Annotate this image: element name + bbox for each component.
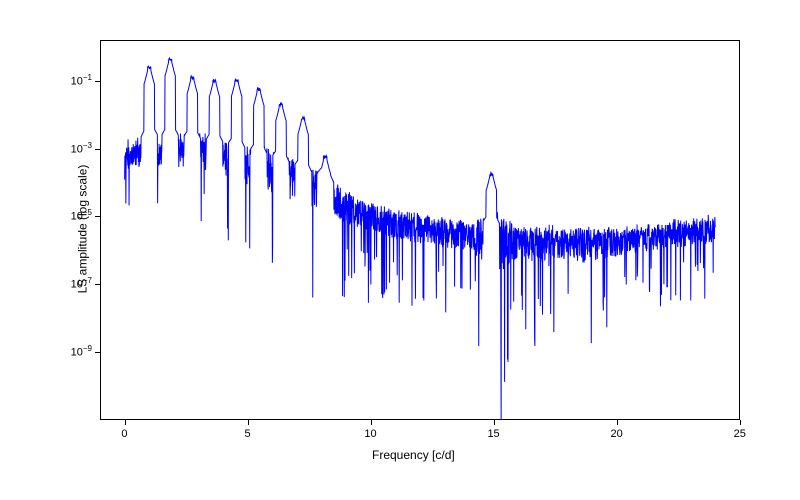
x-tick-label: 10 (364, 428, 376, 440)
y-tick-label: 10−9 (71, 344, 92, 359)
x-tick-label: 25 (734, 428, 746, 440)
x-tick-mark (617, 420, 618, 425)
x-tick-label: 5 (244, 428, 250, 440)
y-tick-mark (95, 216, 100, 217)
x-tick-mark (494, 420, 495, 425)
y-tick-mark (95, 149, 100, 150)
y-tick-label: 10−7 (71, 276, 92, 291)
spectrum-line (125, 58, 716, 420)
x-tick-label: 0 (121, 428, 127, 440)
y-axis-label: LS amplitude (log scale) (75, 165, 89, 294)
y-tick-label: 10−1 (71, 73, 92, 88)
x-tick-label: 15 (487, 428, 499, 440)
spectrum-plot (100, 40, 740, 420)
x-axis-label: Frequency [c/d] (372, 448, 455, 462)
x-tick-mark (371, 420, 372, 425)
y-tick-mark (95, 352, 100, 353)
y-tick-label: 10−5 (71, 208, 92, 223)
y-tick-mark (95, 284, 100, 285)
y-tick-label: 10−3 (71, 141, 92, 156)
y-tick-mark (95, 81, 100, 82)
x-tick-mark (125, 420, 126, 425)
x-tick-label: 20 (611, 428, 623, 440)
x-tick-mark (248, 420, 249, 425)
x-tick-mark (740, 420, 741, 425)
figure: LS amplitude (log scale) Frequency [c/d]… (0, 0, 800, 500)
